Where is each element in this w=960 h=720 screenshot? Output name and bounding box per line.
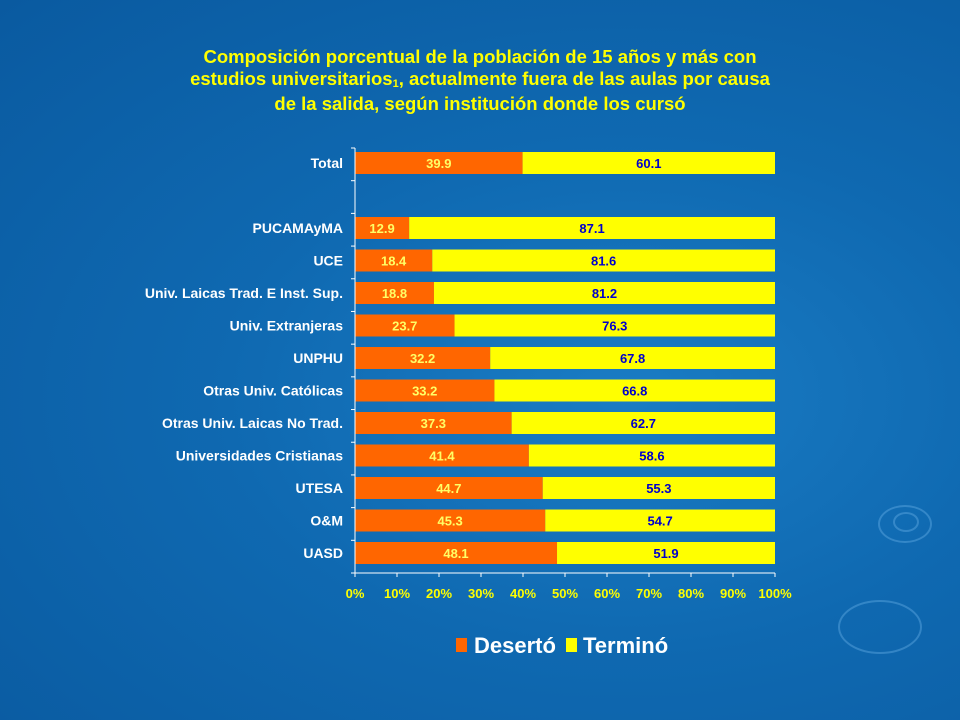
chart-legend: Desertó Terminó [456, 633, 668, 658]
bar-termino [511, 412, 775, 434]
category-label: Universidades Cristianas [176, 448, 344, 464]
x-tick-label: 60% [594, 586, 620, 601]
category-label: O&M [310, 513, 343, 529]
category-label: UNPHU [293, 350, 343, 366]
title-line-1: Composición porcentual de la población d… [203, 46, 757, 67]
decorative-ripple [838, 600, 922, 654]
category-label: PUCAMAyMA [253, 220, 343, 236]
data-label: 39.9 [426, 156, 451, 171]
category-label: Otras Univ. Católicas [203, 383, 343, 399]
data-label: 18.4 [381, 254, 407, 269]
category-label: UCE [313, 253, 343, 269]
data-label: 51.9 [653, 546, 678, 561]
bar-termino [542, 477, 775, 499]
data-label: 33.2 [412, 384, 437, 399]
title-line-2-rest: , actualmente fuera de las aulas por cau… [398, 68, 770, 89]
x-tick-label: 30% [468, 586, 494, 601]
legend-swatch [566, 638, 577, 652]
legend-swatch [456, 638, 467, 652]
bar-deserto [355, 477, 543, 499]
data-label: 45.3 [437, 514, 462, 529]
title-line-2: estudios universitarios1, actualmente fu… [120, 68, 840, 93]
data-label: 60.1 [636, 156, 661, 171]
category-label: Total [311, 155, 343, 171]
x-tick-label: 90% [720, 586, 746, 601]
x-tick-label: 10% [384, 586, 410, 601]
bar-deserto [355, 249, 433, 272]
bar-deserto [355, 444, 529, 467]
bar-deserto [355, 379, 495, 402]
bar-deserto [355, 542, 558, 564]
category-label: UASD [303, 545, 343, 561]
bar-termino [522, 152, 775, 174]
bar-deserto [355, 347, 491, 369]
data-label: 55.3 [646, 481, 671, 496]
category-label: Univ. Laicas Trad. E Inst. Sup. [145, 285, 343, 301]
category-label: Univ. Extranjeras [230, 318, 344, 334]
data-label: 58.6 [639, 449, 664, 464]
bar-termino [490, 347, 775, 369]
legend-label: Terminó [583, 633, 668, 658]
bar-deserto [355, 217, 410, 239]
bar-termino [432, 249, 775, 272]
x-tick-label: 40% [510, 586, 536, 601]
x-tick-label: 80% [678, 586, 704, 601]
bar-deserto [355, 282, 434, 304]
data-label: 37.3 [421, 416, 446, 431]
category-label: UTESA [296, 480, 343, 496]
chart-title: Composición porcentual de la población d… [120, 46, 840, 115]
title-footnote-marker: 1 [392, 78, 399, 90]
bar-termino [433, 282, 775, 304]
title-line-3: de la salida, según institución donde lo… [274, 93, 686, 114]
data-label: 81.6 [591, 254, 616, 269]
data-label: 12.9 [369, 221, 394, 236]
title-line-2-text: estudios universitarios [190, 68, 393, 89]
data-label: 67.8 [620, 351, 645, 366]
legend-label: Desertó [474, 633, 556, 658]
plot-area: Total 39.9 60.1 PUCAMAyMA 12.9 87.1 UCE 18.4 81.… [145, 147, 792, 601]
bar-deserto [355, 152, 523, 174]
bar-termino [494, 379, 775, 402]
bar-termino [545, 509, 775, 532]
x-tick-label: 50% [552, 586, 578, 601]
data-label: 44.7 [436, 481, 461, 496]
data-label: 54.7 [647, 514, 672, 529]
x-tick-label: 20% [426, 586, 452, 601]
category-label: Otras Univ. Laicas No Trad. [162, 415, 343, 431]
x-tick-label: 70% [636, 586, 662, 601]
bar-deserto [355, 314, 455, 337]
bar-termino [409, 217, 775, 239]
x-tick-label: 100% [758, 586, 792, 601]
data-label: 18.8 [382, 286, 407, 301]
bar-deserto [355, 412, 512, 434]
data-label: 62.7 [631, 416, 656, 431]
bar-deserto [355, 509, 546, 532]
data-label: 32.2 [410, 351, 435, 366]
data-label: 41.4 [429, 449, 455, 464]
x-tick-label: 0% [346, 586, 365, 601]
bar-termino [528, 444, 775, 467]
data-label: 66.8 [622, 384, 647, 399]
data-label: 76.3 [602, 319, 627, 334]
data-label: 81.2 [592, 286, 617, 301]
decorative-ripple [893, 512, 919, 532]
data-label: 23.7 [392, 319, 417, 334]
data-label: 87.1 [579, 221, 604, 236]
data-label: 48.1 [443, 546, 468, 561]
bar-termino [557, 542, 775, 564]
decorative-ripple [878, 505, 932, 543]
bar-termino [454, 314, 775, 337]
